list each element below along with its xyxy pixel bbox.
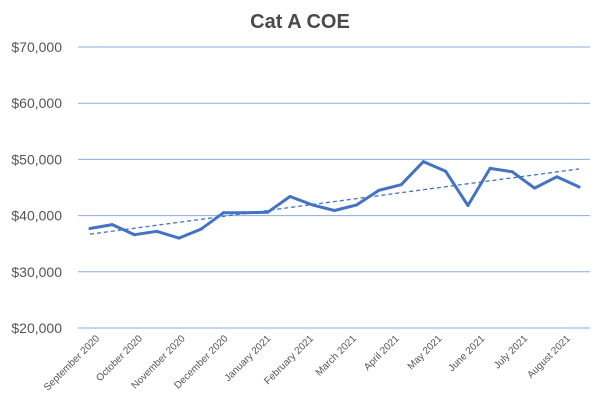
data-point [577,185,581,189]
data-point [444,169,448,173]
data-point [533,186,537,190]
trendline [89,168,580,235]
data-point [377,188,381,192]
data-point [177,236,181,240]
data-point [310,203,314,207]
data-point [266,210,270,214]
y-tick-label: $20,000 [11,320,62,336]
data-point [399,183,403,187]
x-tick-label: March 2021 [314,333,359,378]
data-point [333,209,336,213]
data-point [110,223,114,227]
series-layer [88,160,581,240]
chart-title: Cat A COE [250,11,350,33]
data-point [221,211,225,215]
y-tick-label: $50,000 [11,151,62,167]
y-tick-label: $70,000 [11,39,62,55]
data-point [510,170,514,174]
y-tick-label: $30,000 [11,264,62,280]
data-point [355,203,359,207]
data-point [88,227,92,231]
data-point [244,211,248,215]
data-point [288,194,292,198]
gridlines [78,46,590,329]
x-tick-label: August 2021 [525,333,573,381]
y-tick-label: $40,000 [11,208,62,224]
x-tick-label: September 2020 [42,333,102,393]
data-point [421,160,425,164]
series-line-cat-a-coe [88,160,581,240]
data-point [155,229,159,233]
data-point [488,166,492,170]
trendline-layer [89,168,580,235]
data-point [132,233,136,237]
x-tick-label: April 2021 [362,333,402,373]
data-point [466,203,470,207]
x-tick-label: May 2021 [406,333,445,372]
data-point [555,175,559,179]
x-tick-label: July 2021 [492,333,530,371]
x-tick-label: June 2021 [447,333,488,374]
y-tick-label: $60,000 [11,95,62,111]
y-axis-tick-labels: $20,000 $30,000 $40,000 $50,000 $60,000 $70,0… [11,39,62,336]
data-point [199,227,203,231]
